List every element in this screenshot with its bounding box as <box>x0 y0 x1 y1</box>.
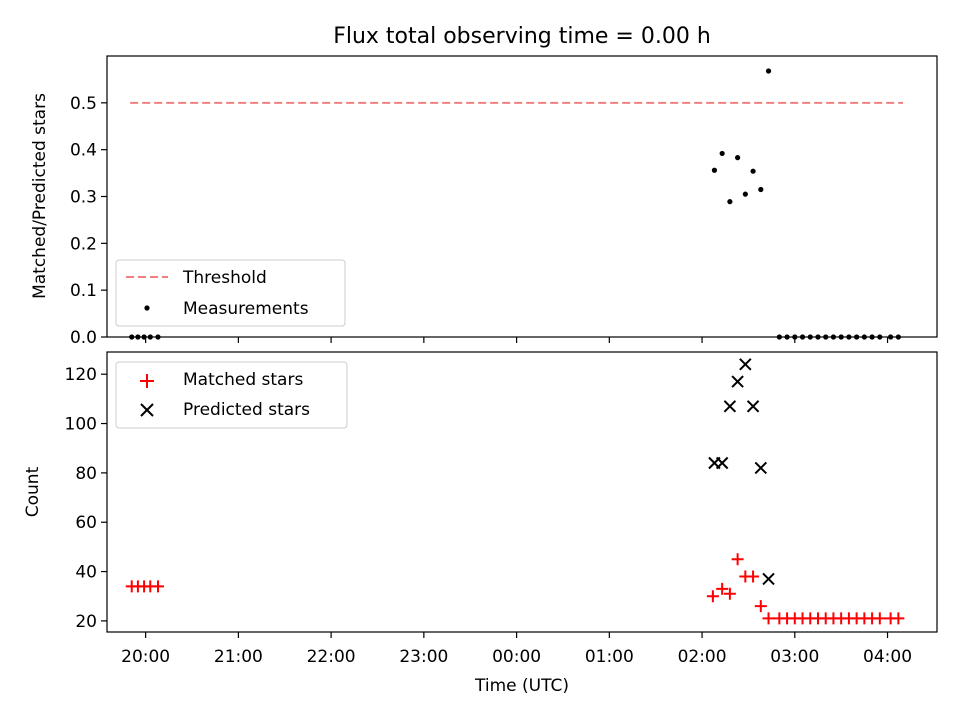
matched-stars-point <box>762 612 775 625</box>
matched-stars-point <box>754 600 767 613</box>
legend-matched-label: Matched stars <box>183 370 303 390</box>
measurement-point <box>147 334 153 340</box>
x-axis-label: Time (UTC) <box>474 676 569 696</box>
measurement-point <box>135 334 141 340</box>
y-tick-label: 40 <box>75 563 97 583</box>
matched-stars-point <box>747 570 760 583</box>
matched-stars-point <box>723 587 736 600</box>
measurement-point <box>141 334 147 340</box>
y-tick-label: 0.1 <box>70 281 97 301</box>
x-tick-label: 04:00 <box>863 647 912 667</box>
predicted-stars-point <box>723 400 737 413</box>
y-tick-label: 0.4 <box>70 141 97 161</box>
bottom-x-ticks: 20:00 21:00 22:00 23:00 00:00 01:00 02:00 03:00… <box>121 632 912 667</box>
y-tick-label: 0.0 <box>70 328 97 348</box>
bottom-y-ticks: 20 40 60 80 100 120 <box>65 365 107 632</box>
x-tick-label: 22:00 <box>307 647 356 667</box>
y-tick-label: 20 <box>75 612 97 632</box>
measurement-point <box>830 334 837 340</box>
legend-measurements-label: Measurements <box>183 299 309 319</box>
bottom-legend: Matched stars Predicted stars <box>115 361 348 429</box>
legend-predicted-label: Predicted stars <box>183 400 310 420</box>
matched-stars-point <box>731 553 744 566</box>
y-tick-label: 80 <box>75 464 97 484</box>
star-count-panel: 20 40 60 80 100 120 20:00 21:00 22:00 23:00 00:00… <box>23 351 938 696</box>
chart-title: Flux total observing time = 0.00 h <box>333 24 711 49</box>
y-tick-label: 0.5 <box>70 94 97 114</box>
measurement-point <box>869 334 875 340</box>
y-tick-label: 60 <box>75 513 97 533</box>
y-tick-label: 0.3 <box>70 188 97 208</box>
matched-stars-point <box>152 580 165 593</box>
bottom-legend-box <box>115 361 348 429</box>
legend-matched-swatch <box>140 374 154 388</box>
measurement-point <box>854 334 860 340</box>
measurement-point <box>129 334 135 340</box>
x-tick-label: 00:00 <box>492 647 541 667</box>
measurement-point <box>838 334 844 340</box>
top-plot-area <box>129 68 903 340</box>
legend-threshold-label: Threshold <box>182 268 267 288</box>
top-legend: Threshold Measurements <box>115 259 346 327</box>
x-tick-label: 23:00 <box>399 647 448 667</box>
predicted-stars-point <box>746 400 760 413</box>
measurement-point <box>776 334 782 340</box>
measurement-point <box>742 191 748 197</box>
top-y-ticks: 0.0 0.1 0.2 0.3 0.4 0.5 <box>70 94 107 348</box>
measurement-point <box>792 334 798 340</box>
measurement-point <box>815 334 821 340</box>
x-tick-label: 01:00 <box>585 647 634 667</box>
measurement-point <box>895 334 901 340</box>
measurement-point <box>758 186 764 193</box>
measurement-point <box>765 68 772 74</box>
bottom-axes-frame <box>106 351 938 633</box>
x-tick-label: 02:00 <box>678 647 727 667</box>
top-y-axis-label: Matched/Predicted stars <box>30 93 50 299</box>
bottom-y-axis-label: Count <box>23 466 43 517</box>
measurement-point <box>888 334 894 340</box>
predicted-stars-point <box>739 358 752 371</box>
measurement-point <box>877 334 883 340</box>
predicted-stars-point <box>715 456 729 470</box>
measurement-point <box>735 155 741 161</box>
matched-stars-point <box>873 612 886 625</box>
x-tick-label: 21:00 <box>214 647 263 667</box>
measurement-point <box>807 334 813 340</box>
y-tick-label: 120 <box>65 365 97 385</box>
measurement-point <box>155 334 161 340</box>
y-tick-label: 100 <box>65 415 97 435</box>
measurement-point <box>711 167 718 173</box>
predicted-stars-point <box>754 461 768 475</box>
measurement-point <box>727 199 733 205</box>
legend-measurements-swatch <box>144 305 150 311</box>
y-tick-label: 0.2 <box>70 234 97 254</box>
measurement-point <box>784 334 790 340</box>
measurement-point <box>846 334 852 340</box>
measurement-point <box>719 150 725 157</box>
top-x-ticks <box>145 337 889 343</box>
x-tick-label: 20:00 <box>121 647 170 667</box>
top-legend-box <box>115 259 346 327</box>
measurement-point <box>823 334 829 340</box>
predicted-stars-point <box>762 572 775 586</box>
matched-stars-point <box>716 582 729 595</box>
predicted-stars-point <box>731 375 744 388</box>
matched-stars-point <box>706 590 719 603</box>
bottom-plot-area <box>125 358 905 625</box>
legend-predicted-swatch <box>140 403 154 417</box>
x-tick-label: 03:00 <box>770 647 819 667</box>
flux-ratio-panel: Flux total observing time = 0.00 h 0.00.… <box>30 24 938 348</box>
measurement-point <box>799 334 806 340</box>
measurement-point <box>861 334 867 340</box>
matched-stars-point <box>892 612 905 625</box>
measurement-point <box>750 168 756 174</box>
